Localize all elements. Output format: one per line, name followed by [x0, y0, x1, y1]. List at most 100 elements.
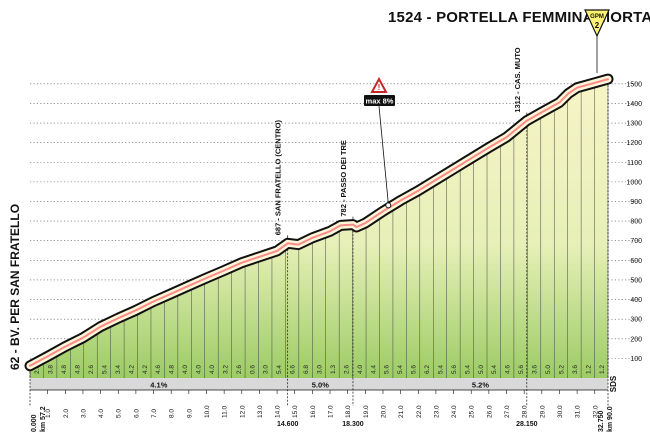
segment-gradient-label: 4.6: [505, 365, 512, 374]
start-km-label: 0.000: [31, 414, 38, 432]
x-tick-label: 6.0: [133, 409, 140, 418]
segment-gradient-label: 5.4: [437, 365, 444, 374]
segment-gradient-label: 4.0: [357, 365, 364, 374]
segment-gradient-label: 5.0: [545, 365, 552, 374]
y-tick-label: 600: [630, 258, 642, 265]
svg-text:!: !: [378, 83, 381, 92]
x-tick-label: 17.0: [328, 405, 335, 418]
finish-tag: SDS: [609, 375, 618, 392]
segment-gradient-label: 3.4: [115, 365, 122, 374]
x-tick-label: 14.0: [275, 405, 282, 418]
x-tick-label: 30.0: [557, 405, 564, 418]
x-tick-label: 31.0: [575, 405, 582, 418]
x-tick-label: 7.0: [151, 409, 158, 418]
intermediate-point-label: 1312 - CAS. MUTO: [513, 47, 522, 112]
segment-gradient-label: 2.6: [88, 365, 95, 374]
intermediate-point-km: 28.150: [516, 421, 538, 428]
segment-gradient-label: 6.6: [290, 365, 297, 374]
end-km-total: km 90.0: [607, 406, 614, 432]
y-tick-label: 800: [630, 219, 642, 226]
gradient-strips: 2.6 3.8 4.8 4.8 2.6 5.4 3.4 4.2 4.2 4.6 4.8 4.0 4.0 4…: [29, 84, 609, 378]
y-tick-label: 300: [630, 317, 642, 324]
segment-gradient-label: 3.6: [532, 365, 539, 374]
x-tick-label: 5.0: [116, 409, 123, 418]
segment-gradient-label: 5.6: [451, 365, 458, 374]
profile-area: [30, 79, 608, 378]
start-km: 0.000 km 57.2: [31, 406, 47, 432]
y-tick-label: 200: [630, 336, 642, 343]
x-tick-label: 16.0: [310, 405, 317, 418]
segment-gradient-label: 5.4: [464, 365, 471, 374]
segment-gradient-label: 4.4: [370, 365, 377, 374]
gpm-badge-number: 2: [595, 21, 600, 30]
x-tick-label: 8.0: [169, 409, 176, 418]
x-tick-label: 28.0: [522, 405, 529, 418]
segment-gradient-label: 6.8: [303, 365, 310, 374]
sector-gradient-label: 5.2%: [472, 381, 489, 390]
segment-gradient-label: 4.8: [169, 365, 176, 374]
x-tick-label: 21.0: [398, 405, 405, 418]
segment-gradient-label: 5.6: [518, 365, 525, 374]
x-tick-label: 11.0: [222, 405, 229, 418]
segment-gradient-label: 5.4: [101, 365, 108, 374]
gpm-badge-word: GPM: [590, 14, 604, 20]
segment-gradient-label: 3.0: [317, 365, 324, 374]
x-tick-label: 4.0: [98, 409, 105, 418]
intermediate-point-label: 687 - SAN FRATELLO (CENTRO): [274, 119, 283, 235]
x-tick-label: 12.0: [239, 405, 246, 418]
sector-gradient-label: 4.1%: [150, 381, 167, 390]
x-tick-label: 20.0: [380, 405, 387, 418]
segment-gradient-label: 5.2: [558, 365, 565, 374]
segment-gradient-label: 2.6: [236, 365, 243, 374]
y-tick-label: 1000: [626, 179, 642, 186]
y-tick-label: 1300: [626, 121, 642, 128]
segment-gradient-label: 5.4: [397, 365, 404, 374]
segment-gradient-label: 4.6: [155, 365, 162, 374]
intermediate-point-label: 782 - PASSO DEI TRE: [339, 140, 348, 217]
segment-gradient-label: 1.3: [330, 365, 337, 374]
segment-gradient-label: 5.4: [276, 365, 283, 374]
start-km-total: km 57.2: [40, 406, 47, 432]
segment-gradient-label: 4.0: [182, 365, 189, 374]
x-tick-label: 26.0: [486, 405, 493, 418]
segment-gradient-label: 5.4: [491, 365, 498, 374]
segment-gradient-label: 2.6: [34, 365, 41, 374]
segment-gradient-label: 4.0: [196, 365, 203, 374]
y-tick-label: 700: [630, 238, 642, 245]
x-tick-label: 22.0: [416, 405, 423, 418]
segment-gradient-label: 0.6: [249, 365, 256, 374]
y-axis-ticks: 100 200 300 400 500 600 700 800 900 1000 1100 1200 1…: [626, 81, 642, 363]
segment-gradient-label: 6.2: [424, 365, 431, 374]
x-tick-label: 2.0: [63, 409, 70, 418]
x-tick-label: 29.0: [539, 405, 546, 418]
x-tick-label: 13.0: [257, 405, 264, 418]
x-tick-label: 10.0: [204, 405, 211, 418]
segment-gradient-label: 2.6: [343, 365, 350, 374]
x-tick-label: 18.0: [345, 405, 352, 418]
sector-gradients: 4.1% 5.0% 5.2%: [150, 381, 489, 390]
y-tick-label: 1400: [626, 101, 642, 108]
gpm-badge: GPM 2: [584, 9, 610, 74]
segment-gradient-label: 5.6: [384, 365, 391, 374]
segment-gradient-label: 4.2: [128, 365, 135, 374]
y-tick-label: 1100: [627, 160, 642, 167]
km-marks: [29, 85, 609, 406]
x-tick-label: 19.0: [363, 405, 370, 418]
y-tick-label: 400: [630, 297, 642, 304]
segment-gradient-label: 3.8: [48, 365, 55, 374]
y-tick-label: 100: [630, 356, 642, 363]
max-gradient-marker: ! max 8%: [364, 76, 395, 209]
x-tick-label: 9.0: [186, 409, 193, 418]
segment-gradient-label: 3.0: [263, 365, 270, 374]
x-tick-label: 25.0: [469, 405, 476, 418]
intermediate-point-km: 14.600: [277, 421, 299, 428]
x-tick-label: 3.0: [80, 409, 87, 418]
segment-gradient-label: 1.2: [585, 365, 592, 374]
segment-gradient-label: 3.2: [222, 365, 229, 374]
segment-gradient-label: 4.8: [75, 365, 82, 374]
segment-gradient-label: 3.6: [572, 365, 579, 374]
profile-road-highlight: [29, 78, 609, 367]
x-tick-label: 32.0: [592, 405, 599, 418]
sector-gradient-label: 5.0%: [312, 381, 329, 390]
